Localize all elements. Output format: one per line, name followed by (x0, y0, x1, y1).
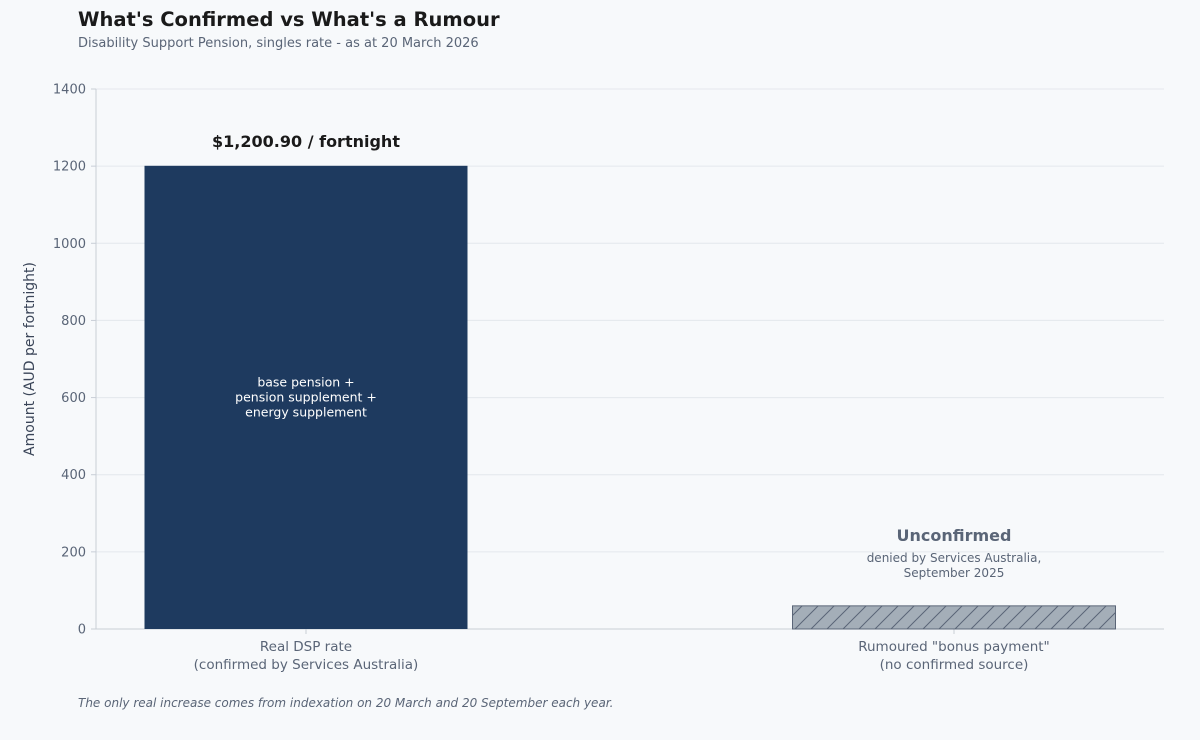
bar-rumoured (792, 605, 1116, 630)
x-category-label: (no confirmed source) (880, 657, 1029, 673)
labels: Real DSP rate (confirmed by Services Aust… (194, 132, 1050, 673)
y-tick-label: 200 (61, 545, 86, 560)
y-tick-label: 0 (78, 623, 86, 638)
x-category-label: Real DSP rate (260, 639, 352, 655)
y-axis-label: Amount (AUD per fortnight) (22, 262, 38, 456)
bar-inner-label: base pension + (257, 374, 354, 389)
bar-inner-label: energy supplement (245, 404, 367, 419)
bar-confirmed (144, 165, 468, 629)
chart-title: What's Confirmed vs What's a Rumour (78, 8, 500, 31)
y-tick-label: 600 (61, 391, 86, 406)
x-category-label: Rumoured "bonus payment" (858, 639, 1050, 655)
bars (144, 165, 1116, 630)
y-tick-label: 1400 (53, 83, 86, 98)
x-category-label: (confirmed by Services Australia) (194, 657, 419, 673)
bar-inner-label: pension supplement + (235, 389, 377, 404)
chart-subtitle: Disability Support Pension, singles rate… (78, 36, 479, 51)
y-tick-label: 1200 (53, 160, 86, 175)
y-tick-label: 1000 (53, 237, 86, 252)
unconfirmed-label: Unconfirmed (897, 526, 1012, 545)
footnote: The only real increase comes from indexa… (78, 696, 614, 710)
y-tick-label: 800 (61, 314, 86, 329)
unconfirmed-note: September 2025 (904, 566, 1005, 580)
unconfirmed-note: denied by Services Australia, (867, 551, 1042, 565)
bar-value-label: $1,200.90 / fortnight (212, 132, 400, 151)
y-tick-label: 400 (61, 468, 86, 483)
